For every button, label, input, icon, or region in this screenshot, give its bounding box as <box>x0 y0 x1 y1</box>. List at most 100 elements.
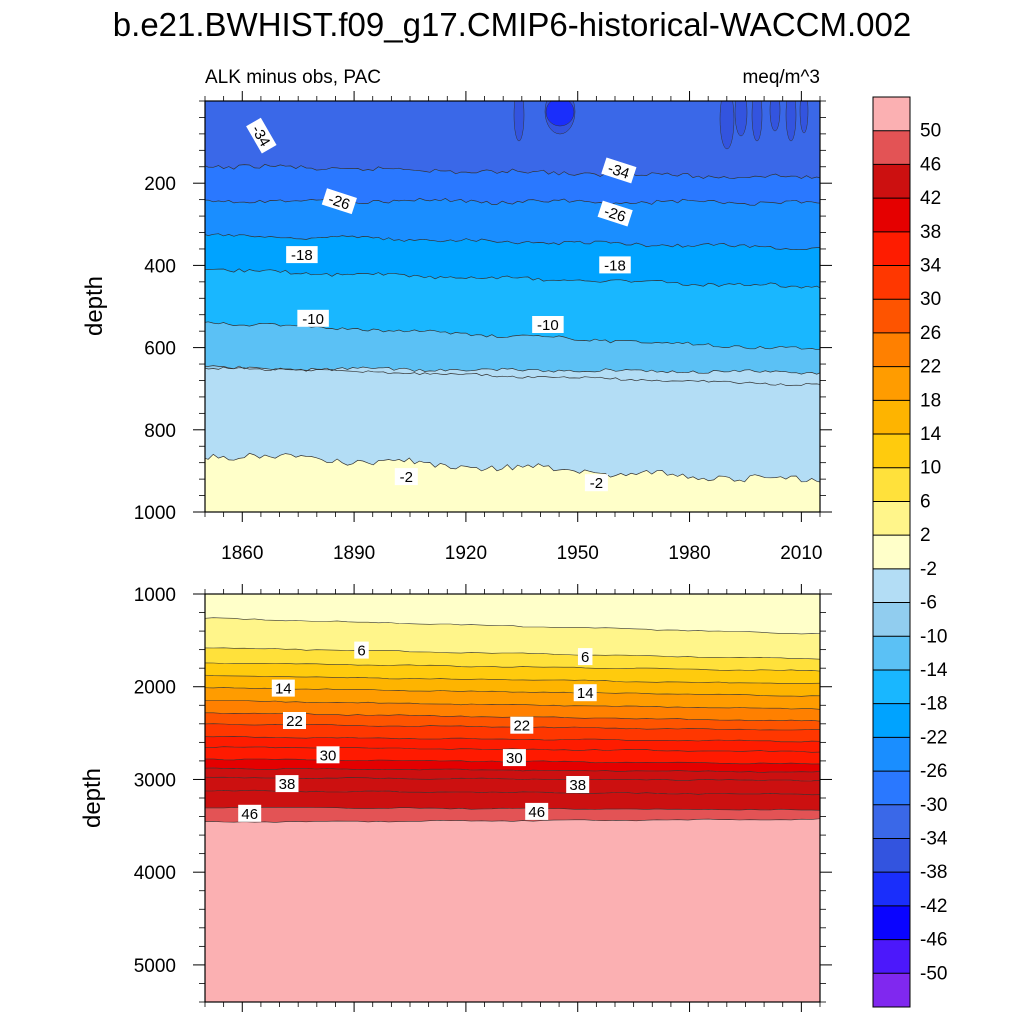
lower-band-16 <box>205 818 820 1002</box>
upper-deep-blue-patch <box>769 101 781 132</box>
lower-contour-line <box>205 776 820 782</box>
upper-deep-blue-patch <box>545 101 575 127</box>
upper-band-0 <box>205 101 820 179</box>
upper-contour-fill <box>205 101 820 512</box>
contour-label-bg <box>238 804 262 822</box>
colorbar-swatch <box>873 602 910 637</box>
chart-title: b.e21.BWHIST.f09_g17.CMIP6-historical-WA… <box>113 6 911 43</box>
lower-contour-line <box>205 662 820 672</box>
contour-label-text: -18 <box>291 247 313 264</box>
colorbar-label: 22 <box>920 357 941 378</box>
upper-contour-line <box>205 233 820 250</box>
upper-contour-label: -10 <box>297 309 329 328</box>
contour-label-bg <box>271 679 295 697</box>
x-tick-label: 1890 <box>333 543 375 564</box>
colorbar-swatch <box>873 130 910 165</box>
upper-contour-label: -26 <box>321 188 357 215</box>
colorbar-label: 46 <box>920 154 941 175</box>
upper-contour-line <box>205 163 820 179</box>
lower-band-5 <box>205 687 820 710</box>
colorbar-swatch <box>873 332 910 367</box>
upper-deep-blue-patch <box>719 101 735 150</box>
upper-deep-blue-patch <box>734 101 748 137</box>
contour-label-bg <box>525 802 549 820</box>
lower-contour-line <box>205 746 820 753</box>
lower-contour-line <box>205 818 820 823</box>
upper-axes: 1860 1890 1920 1950 1980 2010 200 400 600 800 1000 <box>134 91 832 564</box>
lower-contour-labels: 6 6 14 14 22 22 30 30 38 38 46 46 <box>238 641 597 823</box>
lower-y-tick-label: 1000 <box>134 585 176 606</box>
x-tick-label: 1980 <box>668 543 710 564</box>
colorbar-label: -38 <box>920 862 947 883</box>
x-tick-label: 2010 <box>780 543 822 564</box>
upper-contour-label: -34 <box>601 157 637 184</box>
colorbar-label: 10 <box>920 458 941 479</box>
contour-label-text: 38 <box>569 777 586 794</box>
contour-label-text: 30 <box>320 747 337 764</box>
upper-contour-line <box>205 268 820 289</box>
contour-label-text: 14 <box>577 685 594 702</box>
contour-label-text: 22 <box>286 713 303 730</box>
lower-band-0 <box>205 594 820 634</box>
colorbar: 50 46 42 38 34 30 26 22 18 14 10 6 2 -2 -6 -10 -14 -18 -22… <box>872 96 948 1008</box>
lower-contour-label: 22 <box>510 716 534 735</box>
upper-frame <box>204 100 821 513</box>
upper-contour-line <box>205 452 820 483</box>
colorbar-label: -26 <box>920 761 947 782</box>
colorbar-swatch <box>873 703 910 738</box>
lower-band-15 <box>205 807 820 823</box>
colorbar-swatch <box>873 231 910 266</box>
colorbar-label: 42 <box>920 188 941 209</box>
lower-contour-label: 30 <box>316 746 340 764</box>
upper-contour-line <box>205 197 820 206</box>
contour-label-bg <box>584 474 608 492</box>
upper-deep-blue-patch <box>799 101 809 134</box>
upper-band-1 <box>205 164 820 206</box>
lower-contour-label: 14 <box>271 679 295 698</box>
upper-contour-label: -18 <box>286 246 318 264</box>
contour-label-bg <box>286 246 318 264</box>
lower-panel: 6 6 14 14 22 22 30 30 38 38 46 46 1000 2000 3000 4000 5… <box>79 584 832 1012</box>
colorbar-swatch <box>873 434 910 469</box>
lower-contour-label: 38 <box>566 776 590 794</box>
colorbar-label: -10 <box>920 626 947 647</box>
colorbar-label: 6 <box>920 491 931 512</box>
lower-contour-line <box>205 700 820 710</box>
contour-label-text: 30 <box>506 750 523 767</box>
upper-panel: -34-34-26-26-18-18-10 -10-2 -2 1860 1890 192… <box>81 91 832 564</box>
colorbar-label: 50 <box>920 121 941 142</box>
upper-band-8 <box>205 453 820 512</box>
contour-label-text: 22 <box>513 718 530 735</box>
lower-contour-line <box>205 789 820 796</box>
contour-label-bg <box>566 776 590 793</box>
colorbar-swatch <box>873 164 910 199</box>
lower-y-tick-label: 3000 <box>134 770 176 791</box>
colorbar-swatch <box>873 400 910 435</box>
upper-y-tick-label: 1000 <box>134 503 176 524</box>
colorbar-label: -34 <box>920 829 948 850</box>
lower-band-4 <box>205 675 820 697</box>
upper-band-4 <box>205 268 820 350</box>
lower-contour-label: 6 <box>354 641 369 660</box>
colorbar-label: -2 <box>920 559 937 580</box>
contour-label-bg <box>246 117 277 154</box>
lower-contour-label: 6 <box>577 648 593 666</box>
colorbar-swatch <box>873 501 910 536</box>
lower-axes: 1000 2000 3000 4000 5000 <box>134 584 832 1012</box>
contour-label-bg <box>316 746 340 764</box>
x-tick-label: 1860 <box>221 543 263 564</box>
colorbar-swatch <box>873 535 910 570</box>
lower-y-tick-label: 2000 <box>134 678 176 699</box>
colorbar-label: -42 <box>920 896 947 917</box>
colorbar-frame <box>872 96 911 1008</box>
contour-label-text: 46 <box>241 806 258 823</box>
colorbar-swatch <box>873 97 910 132</box>
lower-contour-label: 22 <box>283 712 306 730</box>
colorbar-label: 34 <box>920 256 942 277</box>
colorbar-swatch <box>873 939 910 974</box>
colorbar-swatch <box>873 636 910 671</box>
colorbar-label: 38 <box>920 222 941 243</box>
contour-label-text: -10 <box>302 311 324 328</box>
colorbar-label: -14 <box>920 660 948 681</box>
